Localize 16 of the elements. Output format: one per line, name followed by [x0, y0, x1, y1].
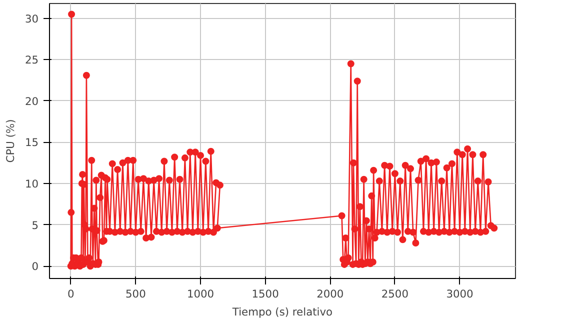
y-axis-title: CPU (%)	[4, 119, 17, 163]
x-tick-label: 1500	[252, 288, 280, 300]
y-tick-label: 20	[24, 94, 39, 108]
x-axis-title: Tiempo (s) relativo	[231, 306, 333, 318]
x-tick-label: 1000	[186, 288, 214, 300]
x-tick-label: 2500	[381, 288, 409, 300]
y-tick-label: 10	[24, 178, 39, 191]
y-tick-label: 15	[24, 136, 39, 150]
y-tick-label: 30	[24, 12, 39, 26]
x-tick-label: 2000	[316, 288, 344, 300]
y-tick-label: 25	[24, 54, 39, 67]
x-tick-label: 500	[126, 288, 146, 300]
x-tick-label: 3000	[446, 288, 474, 300]
x-tick-label: 0	[68, 288, 74, 300]
y-tick-label: 0	[32, 260, 39, 274]
y-tick-label: 5	[32, 218, 38, 232]
